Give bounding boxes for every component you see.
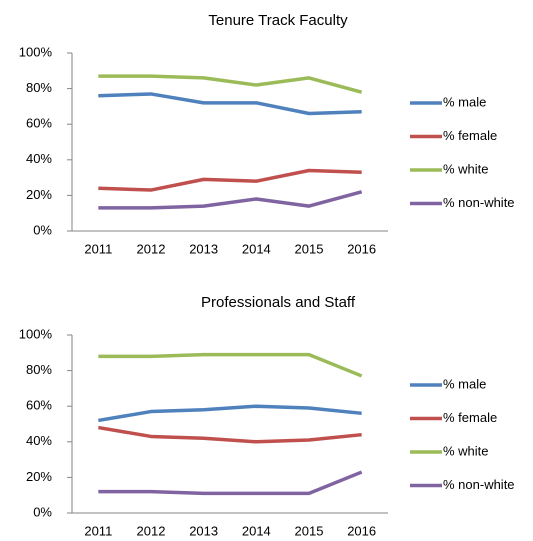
- legend-label: % male: [443, 376, 486, 391]
- chart-title: Tenure Track Faculty: [208, 12, 348, 29]
- y-tick-label: 60%: [26, 116, 52, 131]
- y-tick-label: 20%: [26, 469, 52, 484]
- y-tick-label: 80%: [26, 80, 52, 95]
- x-tick-label: 2013: [189, 241, 218, 256]
- x-tick-label: 2011: [84, 241, 112, 256]
- y-tick-label: 20%: [26, 187, 52, 202]
- y-tick-label: 100%: [19, 326, 53, 341]
- x-tick-label: 2011: [84, 523, 112, 538]
- y-tick-label: 0%: [33, 222, 52, 237]
- legend-label: % white: [443, 161, 489, 176]
- legend-label: % female: [443, 410, 497, 425]
- series-line: [98, 190, 363, 210]
- y-tick-label: 0%: [33, 504, 52, 519]
- x-tick-label: 2014: [242, 523, 271, 538]
- y-tick-label: 100%: [19, 44, 53, 59]
- legend-label: % white: [443, 443, 489, 458]
- series-line: [98, 168, 362, 192]
- series-line: [98, 352, 363, 378]
- x-tick-label: 2015: [295, 523, 324, 538]
- legend-label: % non-white: [443, 195, 515, 210]
- x-tick-label: 2015: [295, 241, 324, 256]
- series-line: [98, 74, 363, 94]
- x-tick-label: 2016: [347, 523, 376, 538]
- series-line: [98, 470, 363, 496]
- x-tick-label: 2013: [189, 523, 218, 538]
- series-line: [98, 425, 362, 444]
- legend-label: % non-white: [443, 477, 515, 492]
- legend-label: % male: [443, 94, 486, 109]
- y-tick-label: 40%: [26, 151, 52, 166]
- y-tick-label: 40%: [26, 433, 52, 448]
- x-tick-label: 2012: [137, 523, 166, 538]
- series-line: [98, 404, 362, 423]
- y-tick-label: 60%: [26, 398, 52, 413]
- x-tick-label: 2016: [347, 241, 376, 256]
- x-tick-label: 2012: [137, 241, 166, 256]
- chart-title: Professionals and Staff: [201, 294, 356, 311]
- legend-label: % female: [443, 128, 497, 143]
- y-tick-label: 80%: [26, 362, 52, 377]
- x-tick-label: 2014: [242, 241, 271, 256]
- series-line: [98, 92, 362, 116]
